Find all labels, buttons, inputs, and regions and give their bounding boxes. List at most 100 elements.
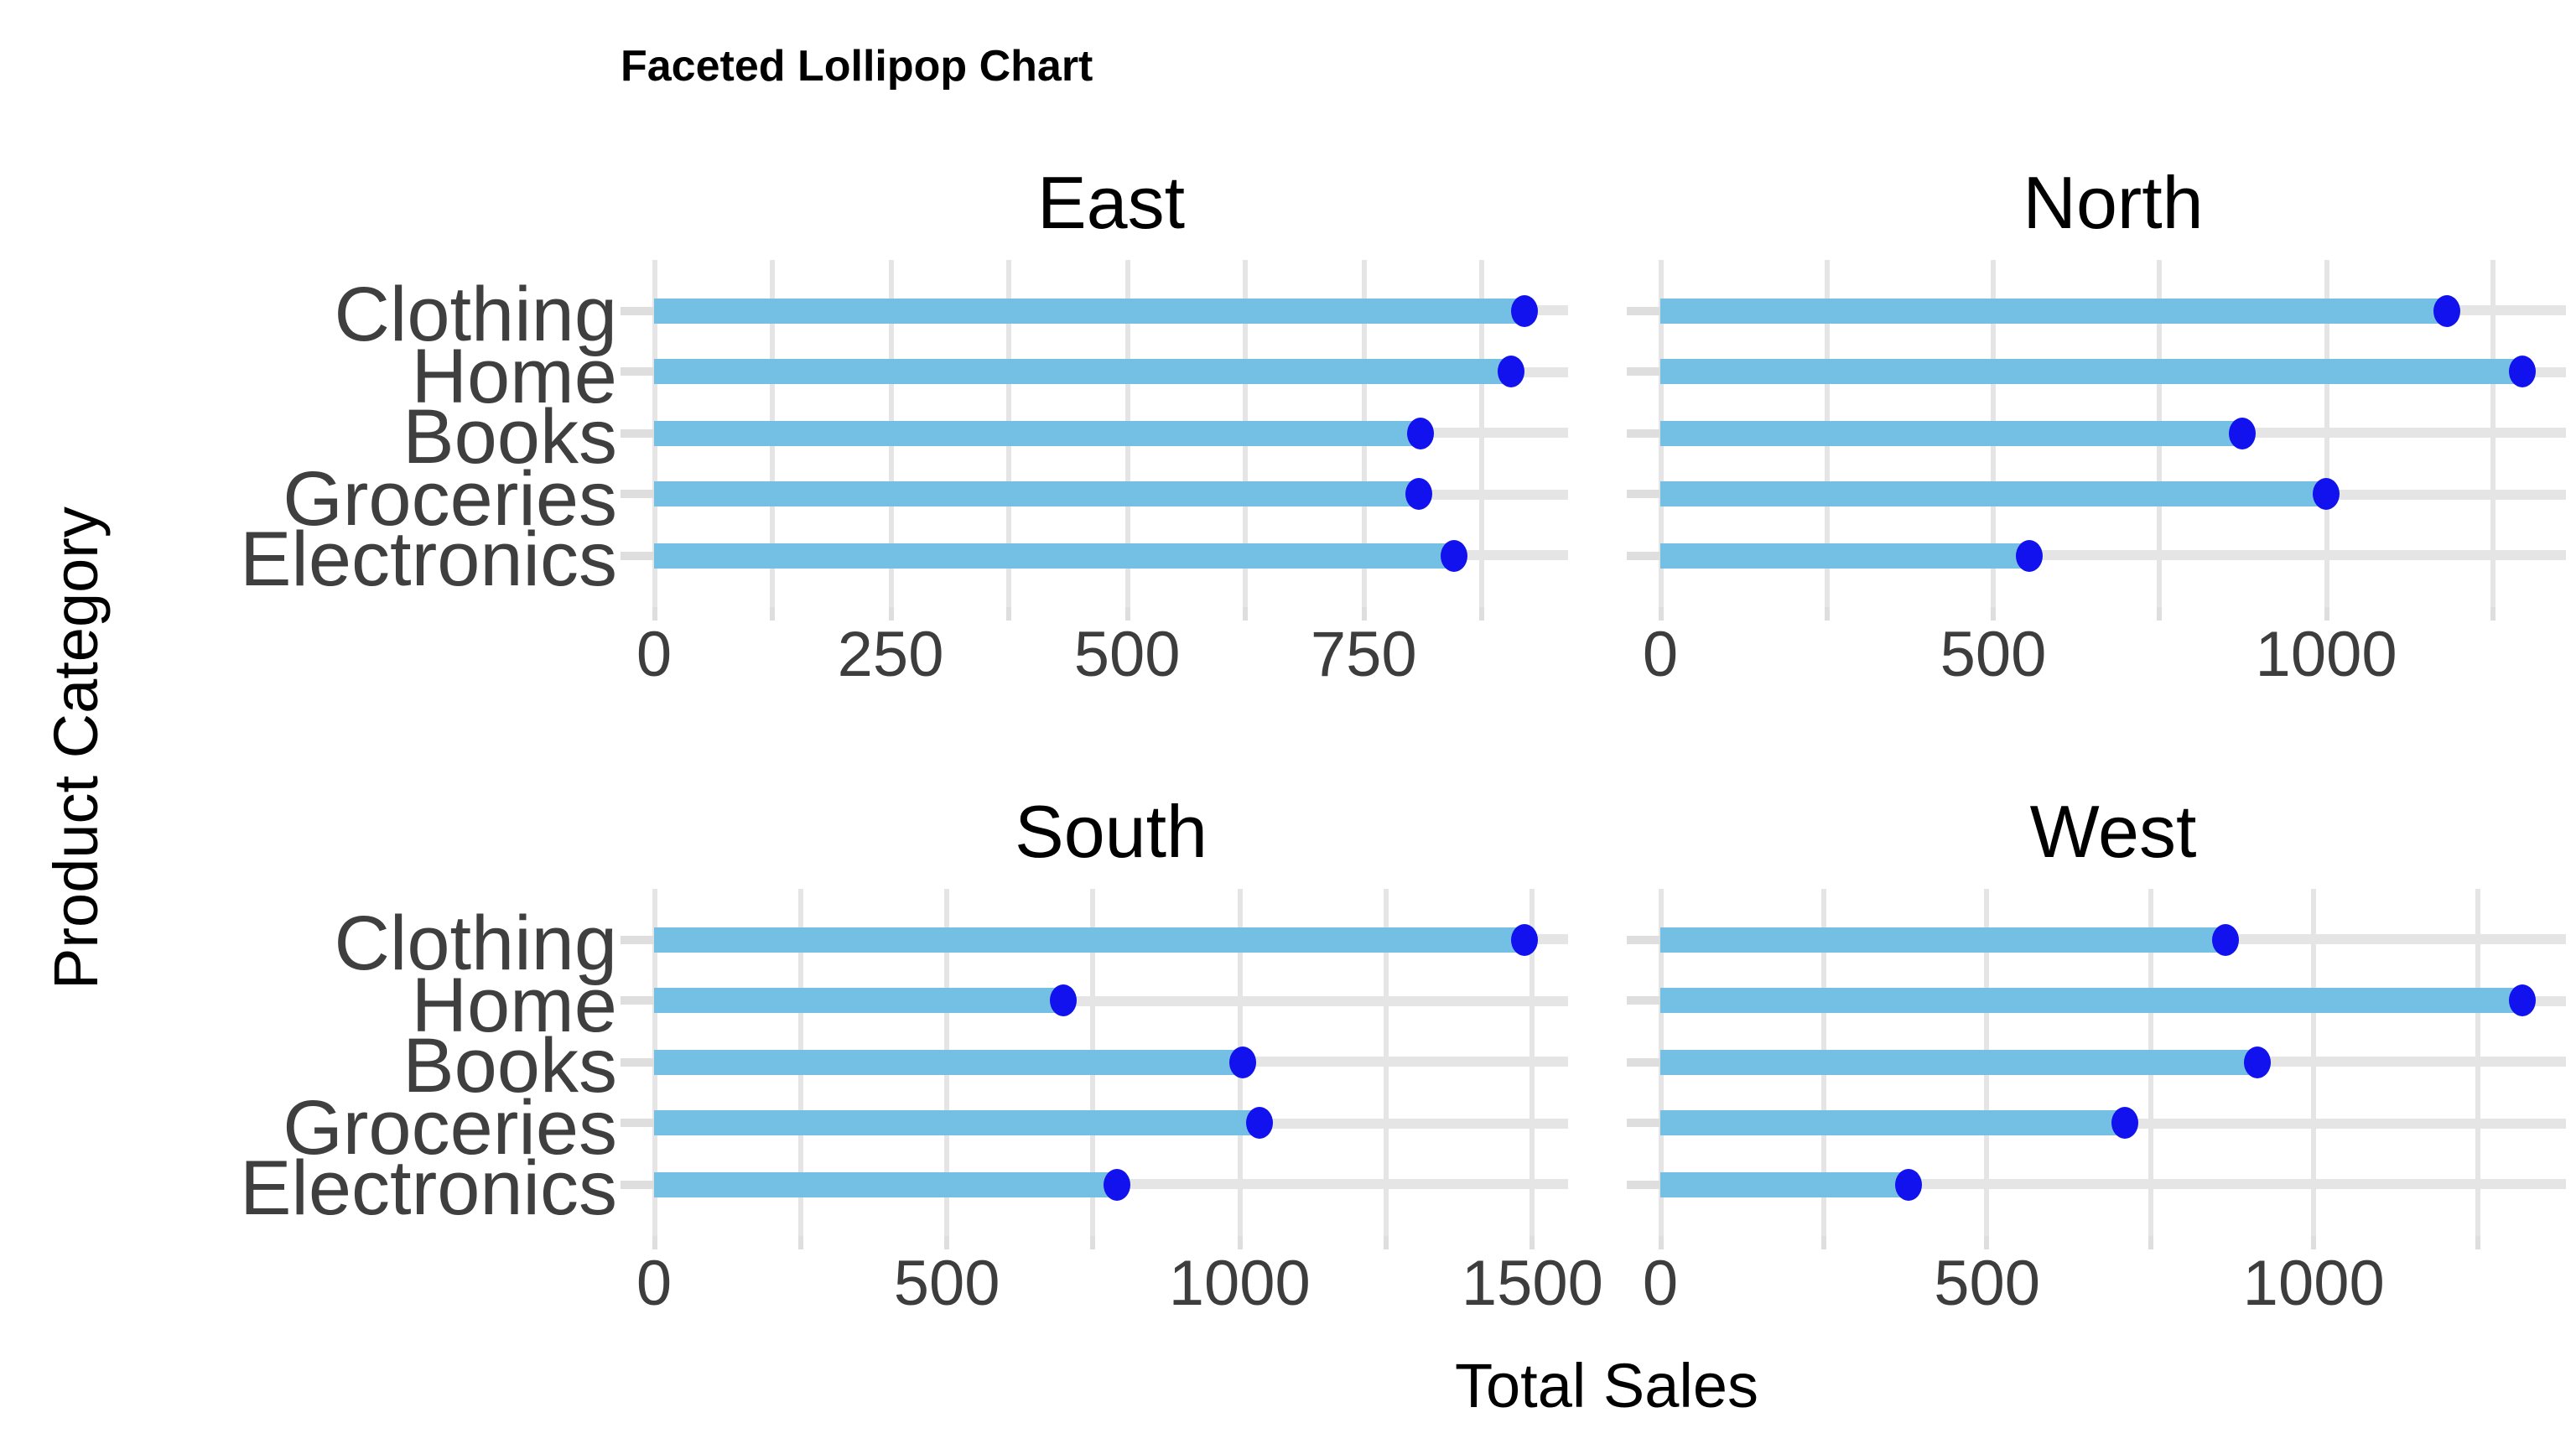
y-tick-label: Groceries bbox=[283, 1083, 617, 1170]
lollipop-bar-west-home bbox=[1660, 988, 2523, 1013]
y-tick-label: Home bbox=[411, 960, 617, 1047]
x-tick-mark bbox=[1243, 607, 1249, 621]
y-tick-mark bbox=[621, 551, 654, 559]
y-tick-mark bbox=[621, 1180, 654, 1188]
lollipop-dot-north-books bbox=[2229, 417, 2257, 449]
y-tick-label: Electronics bbox=[240, 515, 617, 602]
x-tick-label: 500 bbox=[893, 1249, 1000, 1320]
facet-title-west: West bbox=[2029, 792, 2197, 874]
x-tick-mark bbox=[2311, 1236, 2317, 1249]
y-tick-mark bbox=[1627, 367, 1660, 376]
x-tick-label: 1000 bbox=[2255, 621, 2397, 691]
y-tick-label: Clothing bbox=[334, 899, 617, 986]
lollipop-bar-north-books bbox=[1660, 420, 2243, 445]
lollipop-dot-north-electronics bbox=[2016, 539, 2044, 571]
lollipop-bar-south-clothing bbox=[654, 927, 1525, 952]
x-tick-mark bbox=[1479, 607, 1485, 621]
lollipop-dot-south-home bbox=[1050, 984, 1078, 1016]
lollipop-dot-east-home bbox=[1497, 356, 1524, 387]
y-tick-mark bbox=[1627, 935, 1660, 943]
y-tick-mark bbox=[621, 306, 654, 314]
lollipop-bar-north-electronics bbox=[1660, 543, 2030, 568]
x-tick-mark bbox=[770, 607, 776, 621]
x-tick-label: 0 bbox=[1642, 1249, 1679, 1320]
y-tick-mark bbox=[621, 935, 654, 943]
x-tick-label: 1000 bbox=[2242, 1249, 2385, 1320]
x-tick-mark bbox=[1006, 607, 1012, 621]
y-tick-label: Groceries bbox=[283, 454, 617, 541]
y-tick-label: Clothing bbox=[334, 270, 617, 357]
x-tick-mark bbox=[944, 1236, 950, 1249]
lollipop-dot-east-clothing bbox=[1511, 294, 1539, 326]
lollipop-dot-south-electronics bbox=[1103, 1168, 1130, 1200]
x-tick-mark bbox=[2324, 607, 2329, 621]
lollipop-bar-north-groceries bbox=[1660, 481, 2327, 506]
lollipop-dot-north-home bbox=[2509, 356, 2537, 387]
x-tick-mark bbox=[1991, 607, 1997, 621]
y-tick-mark bbox=[1627, 490, 1660, 498]
facet-panel-east bbox=[621, 260, 1568, 621]
y-tick-mark bbox=[1627, 428, 1660, 437]
x-tick-mark bbox=[652, 1236, 657, 1249]
lollipop-bar-east-electronics bbox=[654, 543, 1454, 568]
x-tick-mark bbox=[1824, 607, 1830, 621]
x-tick-mark bbox=[652, 607, 657, 621]
x-tick-mark bbox=[2475, 1236, 2480, 1249]
lollipop-dot-east-groceries bbox=[1405, 478, 1432, 510]
x-tick-label: 0 bbox=[636, 621, 673, 691]
y-tick-mark bbox=[1627, 1180, 1660, 1188]
y-tick-label: Electronics bbox=[240, 1144, 617, 1231]
x-tick-label: 1500 bbox=[1461, 1249, 1603, 1320]
facet-panel-north bbox=[1627, 260, 2566, 621]
lollipop-dot-west-home bbox=[2509, 984, 2537, 1016]
x-tick-mark bbox=[1658, 607, 1663, 621]
y-tick-label: Home bbox=[411, 331, 617, 418]
y-tick-label: Books bbox=[402, 392, 617, 480]
lollipop-bar-north-clothing bbox=[1660, 298, 2447, 323]
chart-title: Faceted Lollipop Chart bbox=[621, 40, 1093, 91]
y-tick-label: Books bbox=[402, 1021, 617, 1109]
y-tick-mark bbox=[1627, 306, 1660, 314]
x-tick-mark bbox=[797, 1236, 803, 1249]
x-tick-mark bbox=[1383, 1236, 1389, 1249]
facet-title-east: East bbox=[1036, 163, 1186, 245]
x-tick-mark bbox=[1658, 1236, 1663, 1249]
lollipop-bar-east-clothing bbox=[654, 298, 1525, 323]
y-tick-mark bbox=[621, 428, 654, 437]
x-tick-label: 250 bbox=[837, 621, 944, 691]
y-tick-mark bbox=[621, 1057, 654, 1066]
y-tick-mark bbox=[1627, 1119, 1660, 1127]
lollipop-bar-north-home bbox=[1660, 359, 2523, 384]
lollipop-dot-east-books bbox=[1406, 417, 1434, 449]
x-tick-mark bbox=[1820, 1236, 1826, 1249]
lollipop-bar-south-groceries bbox=[654, 1110, 1260, 1135]
lollipop-dot-south-books bbox=[1228, 1046, 1256, 1078]
x-tick-mark bbox=[1237, 1236, 1243, 1249]
lollipop-dot-west-clothing bbox=[2212, 923, 2239, 955]
x-tick-label: 500 bbox=[1934, 1249, 2040, 1320]
lollipop-dot-north-clothing bbox=[2433, 294, 2460, 326]
y-tick-mark bbox=[621, 490, 654, 498]
x-tick-label: 0 bbox=[636, 1249, 673, 1320]
x-tick-mark bbox=[2157, 607, 2163, 621]
x-tick-mark bbox=[2490, 607, 2496, 621]
lollipop-bar-west-books bbox=[1660, 1049, 2258, 1074]
lollipop-bar-west-clothing bbox=[1660, 927, 2225, 952]
lollipop-bar-east-books bbox=[654, 420, 1420, 445]
facet-title-north: North bbox=[2023, 163, 2204, 245]
facet-panel-south bbox=[621, 889, 1568, 1249]
x-tick-mark bbox=[1361, 607, 1367, 621]
y-tick-mark bbox=[621, 367, 654, 376]
x-tick-label: 0 bbox=[1642, 621, 1679, 691]
facet-panel-west bbox=[1627, 889, 2566, 1249]
x-tick-mark bbox=[1530, 1236, 1535, 1249]
x-axis-label: Total Sales bbox=[1455, 1352, 1758, 1420]
lollipop-bar-west-groceries bbox=[1660, 1110, 2125, 1135]
x-tick-mark bbox=[1984, 1236, 1990, 1249]
lollipop-dot-west-books bbox=[2244, 1046, 2272, 1078]
lollipop-bar-west-electronics bbox=[1660, 1171, 1909, 1197]
y-tick-mark bbox=[1627, 1057, 1660, 1066]
lollipop-bar-south-home bbox=[654, 988, 1064, 1013]
lollipop-dot-south-groceries bbox=[1246, 1107, 1274, 1139]
